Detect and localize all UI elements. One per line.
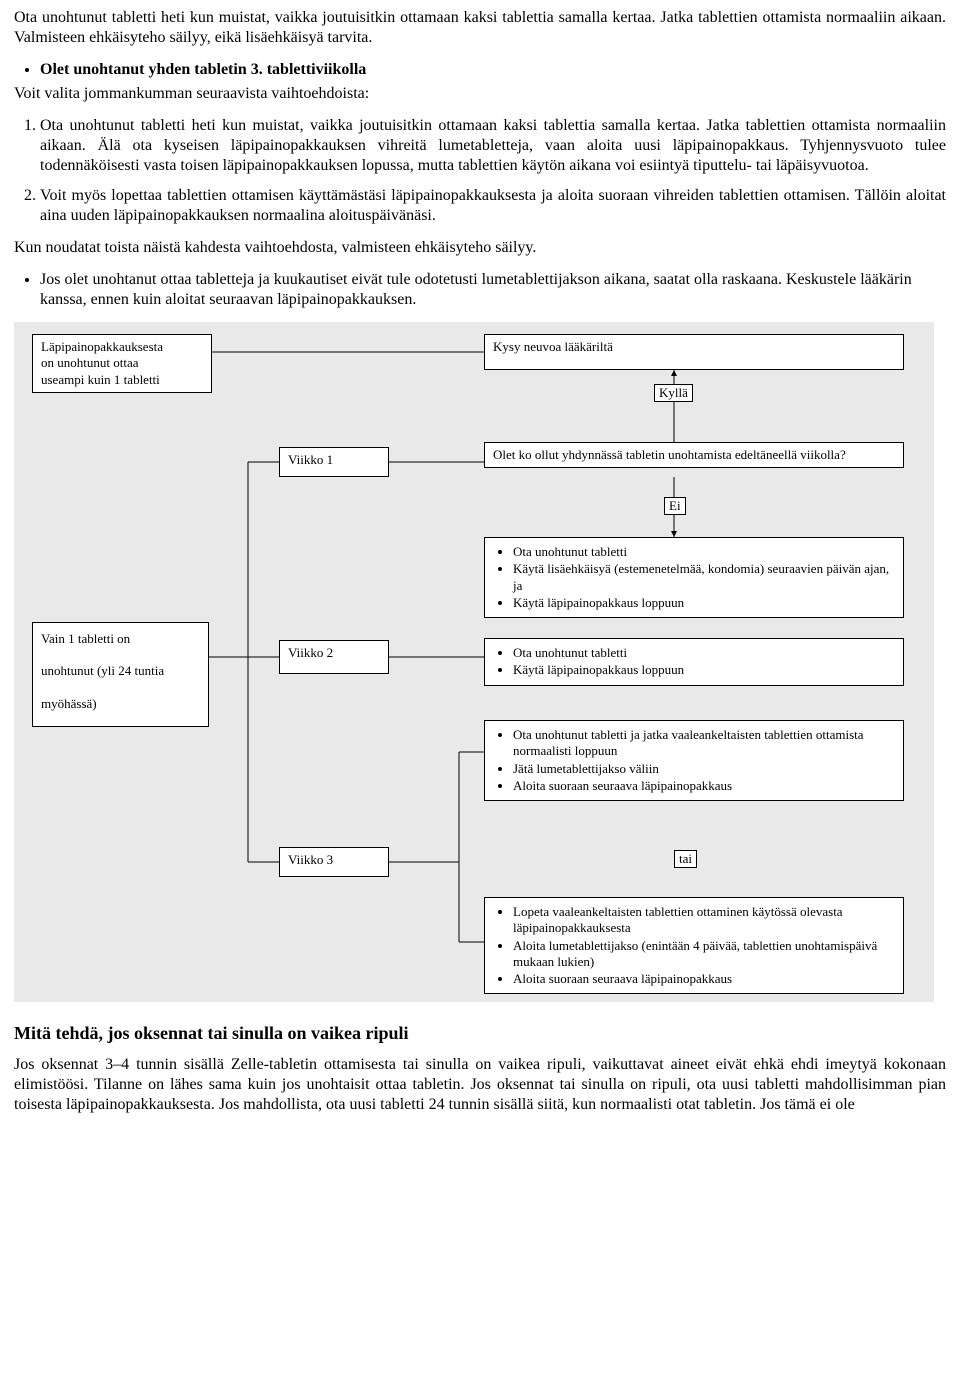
flow-label-no: Ei	[664, 497, 686, 515]
flow-w2-advice-list: Ota unohtunut tabletti Käytä läpipainopa…	[493, 645, 895, 679]
flow-w2-advice-2: Käytä läpipainopakkaus loppuun	[513, 662, 895, 678]
flow-w3b-list: Lopeta vaaleankeltaisten tablettien otta…	[493, 904, 895, 987]
flow-left-l1: Vain 1 tabletti on	[41, 631, 200, 647]
flow-box-no-advice: Ota unohtunut tabletti Käytä lisäehkäisy…	[484, 537, 904, 618]
options-intro: Voit valita jommankumman seuraavista vai…	[14, 84, 946, 104]
flow-box-one-forgotten: Vain 1 tabletti on unohtunut (yli 24 tun…	[32, 622, 209, 727]
bullet-pregnancy-warning: Jos olet unohtanut ottaa tabletteja ja k…	[40, 270, 946, 310]
flow-label-or: tai	[674, 850, 697, 868]
flow-week1-text: Viikko 1	[288, 452, 333, 467]
flow-box-week1: Viikko 1	[279, 447, 389, 477]
flow-no-advice-2: Käytä lisäehkäisyä (estemenetelmää, kond…	[513, 561, 895, 594]
flow-question-text: Olet ko ollut yhdynnässä tabletin unohta…	[493, 447, 846, 462]
options-list: Ota unohtunut tabletti heti kun muistat,…	[14, 116, 946, 226]
flow-w3b-3: Aloita suoraan seuraava läpipainopakkaus	[513, 971, 895, 987]
flow-box-ask-doctor: Kysy neuvoa lääkäriltä	[484, 334, 904, 370]
option-1: Ota unohtunut tabletti heti kun muistat,…	[40, 116, 946, 176]
flow-left-l3: myöhässä)	[41, 696, 200, 712]
flow-box-week3-option-a: Ota unohtunut tabletti ja jatka vaaleank…	[484, 720, 904, 801]
flow-ask-doctor-text: Kysy neuvoa lääkäriltä	[493, 339, 613, 354]
flow-label-yes: Kyllä	[654, 384, 693, 402]
flow-box-question: Olet ko ollut yhdynnässä tabletin unohta…	[484, 442, 904, 468]
flow-tl-line1: Läpipainopakkauksesta	[41, 339, 203, 355]
flow-box-week2: Viikko 2	[279, 640, 389, 674]
flow-box-week3-option-b: Lopeta vaaleankeltaisten tablettien otta…	[484, 897, 904, 994]
flow-w3a-2: Jätä lumetablettijakso väliin	[513, 761, 895, 777]
flow-w3a-3: Aloita suoraan seuraava läpipainopakkaus	[513, 778, 895, 794]
bullet-forgot-week3: Olet unohtanut yhden tabletin 3. tablett…	[40, 60, 946, 80]
flow-no-advice-1: Ota unohtunut tabletti	[513, 544, 895, 560]
flow-box-week3: Viikko 3	[279, 847, 389, 877]
flow-w3a-1: Ota unohtunut tabletti ja jatka vaaleank…	[513, 727, 895, 760]
flowchart: Läpipainopakkauksesta on unohtunut ottaa…	[14, 322, 934, 1002]
efficacy-paragraph: Kun noudatat toista näistä kahdesta vaih…	[14, 238, 946, 258]
option-2: Voit myös lopettaa tablettien ottamisen …	[40, 186, 946, 226]
flow-box-week2-advice: Ota unohtunut tabletti Käytä läpipainopa…	[484, 638, 904, 686]
flow-w3b-1: Lopeta vaaleankeltaisten tablettien otta…	[513, 904, 895, 937]
flow-no-advice-list: Ota unohtunut tabletti Käytä lisäehkäisy…	[493, 544, 895, 611]
flow-box-multiple-forgotten: Läpipainopakkauksesta on unohtunut ottaa…	[32, 334, 212, 393]
flow-week2-text: Viikko 2	[288, 645, 333, 660]
flow-left-l2: unohtunut (yli 24 tuntia	[41, 663, 200, 679]
flow-w3a-list: Ota unohtunut tabletti ja jatka vaaleank…	[493, 727, 895, 794]
flow-week3-text: Viikko 3	[288, 852, 333, 867]
intro-paragraph: Ota unohtunut tabletti heti kun muistat,…	[14, 8, 946, 48]
section-paragraph-vomit: Jos oksennat 3–4 tunnin sisällä Zelle-ta…	[14, 1055, 946, 1115]
bullet-list-1: Olet unohtanut yhden tabletin 3. tablett…	[14, 60, 946, 80]
flow-w3b-2: Aloita lumetablettijakso (enintään 4 päi…	[513, 938, 895, 971]
bullet-list-2: Jos olet unohtanut ottaa tabletteja ja k…	[14, 270, 946, 310]
flow-no-advice-3: Käytä läpipainopakkaus loppuun	[513, 595, 895, 611]
flow-w2-advice-1: Ota unohtunut tabletti	[513, 645, 895, 661]
section-heading-vomit: Mitä tehdä, jos oksennat tai sinulla on …	[14, 1022, 946, 1045]
flow-tl-line3: useampi kuin 1 tabletti	[41, 372, 203, 388]
bullet-forgot-week3-bold: Olet unohtanut yhden tabletin 3. tablett…	[40, 61, 366, 78]
flow-tl-line2: on unohtunut ottaa	[41, 355, 203, 371]
